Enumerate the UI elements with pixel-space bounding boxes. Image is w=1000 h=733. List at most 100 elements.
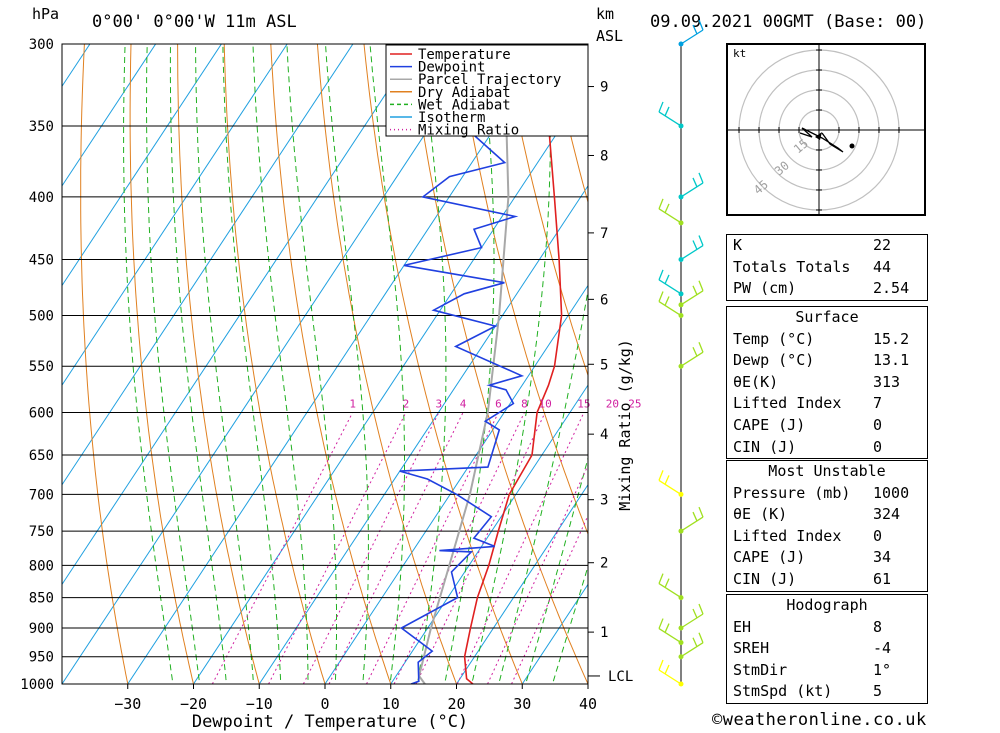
wind-barb — [678, 603, 704, 631]
index-label: Totals Totals — [733, 257, 851, 276]
pressure-tick-label: 950 — [29, 650, 54, 666]
x-tick-label: −30 — [114, 695, 141, 713]
hodograph-arrow — [815, 132, 822, 140]
index-row: Dewp (°C) 13.1 — [727, 350, 927, 372]
mixing-ratio-line — [328, 412, 464, 684]
credit-label: ©weatheronline.co.uk — [712, 710, 927, 730]
index-value: 61 — [873, 569, 892, 588]
index-box-surface: Surface Temp (°C) 15.2 Dewp (°C) 13.1 θE(K) 31… — [726, 306, 928, 460]
index-label: θE (K) — [733, 505, 788, 524]
index-value: 313 — [873, 372, 901, 391]
pressure-tick-label: 850 — [29, 591, 54, 607]
pressure-tick-label: 700 — [29, 487, 54, 503]
index-value: 324 — [873, 505, 901, 524]
km-tick-label: 1 — [600, 625, 608, 641]
index-value: 44 — [873, 257, 892, 276]
x-tick-label: 40 — [579, 695, 597, 713]
wet-adiabat-line — [286, 44, 337, 684]
dry-adiabat-line — [931, 0, 1000, 710]
index-box-most-unstable: Most Unstable Pressure (mb) 1000 θE (K) 324 L… — [726, 460, 928, 592]
legend-label: Dry Adiabat — [418, 85, 511, 101]
isotherm-line — [192, 85, 588, 684]
pressure-tick-label: 300 — [29, 37, 54, 53]
mixing-ratio-value: 6 — [495, 397, 502, 410]
index-label: CAPE (J) — [733, 415, 806, 434]
pressure-tick-label: 900 — [29, 621, 54, 637]
legend-label: Isotherm — [418, 110, 485, 126]
index-section-title: Hodograph — [786, 596, 868, 614]
wind-barb — [658, 101, 684, 129]
isotherm-line — [258, 184, 588, 684]
index-label: CIN (J) — [733, 437, 797, 456]
mixing-ratio-axis-title: Mixing Ratio (g/kg) — [616, 339, 634, 511]
wind-barb — [678, 341, 704, 369]
pressure-tick-label: 450 — [29, 253, 54, 269]
isotherm-line — [62, 44, 222, 287]
x-tick-label: 0 — [320, 695, 329, 713]
wind-barb — [658, 291, 684, 319]
km-tick-label: 8 — [600, 148, 608, 164]
index-row: K 22 — [727, 235, 927, 257]
index-row: Lifted Index 0 — [727, 526, 927, 548]
x-tick-label: 20 — [447, 695, 465, 713]
dry-adiabat-line — [80, 44, 129, 684]
mixing-ratio-line — [366, 412, 499, 684]
wet-adiabat-line — [123, 44, 174, 684]
wet-adiabat-line — [444, 44, 495, 684]
plot-frame — [61, 43, 589, 685]
index-row: Temp (°C) 15.2 — [727, 329, 927, 351]
x-axis-title: Dewpoint / Temperature (°C) — [192, 712, 468, 732]
wind-barb — [678, 19, 704, 47]
pressure-tick-label: 600 — [29, 405, 54, 421]
isotherm-line — [390, 384, 588, 684]
index-value: 2.54 — [873, 279, 910, 298]
index-row: Lifted Index 7 — [727, 393, 927, 415]
index-label: K — [733, 236, 743, 254]
pressure-tick-label: 350 — [29, 119, 54, 135]
index-label: PW (cm) — [733, 279, 797, 298]
wind-barb — [658, 198, 684, 226]
pressure-tick-label: 550 — [29, 359, 54, 375]
index-label: SREH — [733, 639, 770, 658]
mixing-ratio-labels: 1 2 3 4 6 8 10 15 20 25 — [349, 397, 641, 410]
index-row: θE (K) 324 — [727, 504, 927, 526]
index-section-title: Surface — [795, 308, 859, 326]
legend-label: Dewpoint — [418, 60, 485, 76]
pressure-tick-label: 750 — [29, 524, 54, 540]
index-row: CAPE (J) 0 — [727, 415, 927, 437]
dry-adiabat-line — [177, 44, 260, 684]
dry-adiabat-line — [549, 44, 588, 204]
index-value: 34 — [873, 548, 892, 567]
isotherm-line — [62, 44, 91, 88]
parcel-trajectory-line — [418, 44, 510, 684]
isotherm-line — [62, 44, 354, 486]
mixing-ratio-value: 1 — [349, 397, 356, 410]
index-label: StmSpd (kt) — [733, 682, 833, 701]
km-tick-label: 7 — [600, 226, 608, 242]
hodograph-unit-label: kt — [733, 47, 746, 60]
wet-adiabat-line — [525, 456, 588, 684]
x-tick-label: 30 — [513, 695, 531, 713]
date-label: 09.09.2021 00GMT (Base: 00) — [650, 12, 926, 32]
index-row: StmDir 1° — [727, 660, 927, 682]
index-row: PW (cm) 2.54 — [727, 278, 927, 300]
pressure-tick-label: 1000 — [20, 677, 54, 693]
wind-barb — [658, 573, 684, 601]
legend-label: Mixing Ratio — [418, 123, 519, 139]
index-value: 0 — [873, 415, 883, 434]
location-label: 0°00' 0°00'W 11m ASL — [92, 12, 297, 32]
isotherm-line — [62, 44, 288, 387]
mixing-ratio-line — [393, 412, 525, 684]
legend-label: Wet Adiabat — [418, 97, 511, 113]
index-label: StmDir — [733, 660, 788, 679]
index-label: Dewp (°C) — [733, 351, 815, 370]
index-value: 0 — [873, 526, 883, 545]
index-row: Totals Totals 44 — [727, 257, 927, 279]
dry-adiabat-line — [503, 44, 588, 377]
mixing-ratio-value: 3 — [436, 397, 443, 410]
wet-adiabat-line — [416, 44, 447, 684]
index-value: 5 — [873, 682, 883, 701]
legend-label: Temperature — [418, 47, 511, 63]
